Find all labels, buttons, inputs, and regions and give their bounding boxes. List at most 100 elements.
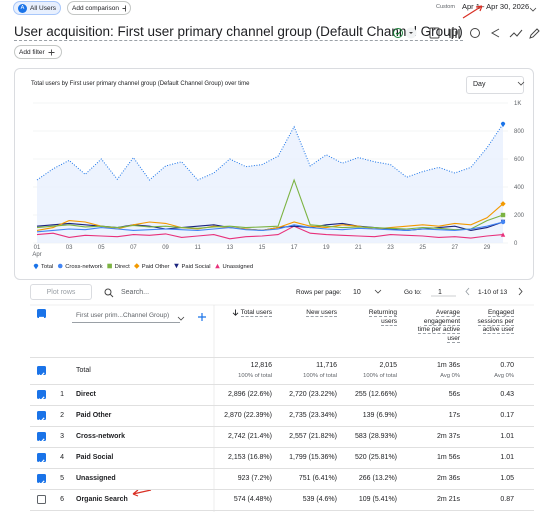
- checkbox[interactable]: [37, 495, 46, 504]
- totals-value: 0.70: [500, 362, 514, 369]
- x-tick-label: 07: [130, 245, 137, 251]
- goto-input[interactable]: 1: [438, 289, 442, 296]
- row-divider: [30, 384, 534, 385]
- cell: 1,799 (15.36%): [289, 454, 337, 461]
- row-name[interactable]: Direct: [76, 391, 96, 398]
- column-label[interactable]: Engaged sessions per active user: [477, 309, 514, 334]
- checkbox[interactable]: [37, 390, 46, 402]
- marker: [500, 212, 506, 218]
- marker: [134, 263, 140, 269]
- marker: [500, 232, 506, 237]
- insights-icon[interactable]: [449, 27, 460, 38]
- title-caret: [409, 32, 413, 34]
- cell: 2m 21s: [437, 496, 460, 503]
- add-dimension[interactable]: [198, 313, 206, 321]
- cell: 0.87: [500, 496, 514, 503]
- cell: 2,742 (21.4%): [228, 433, 272, 440]
- cell: 1.05: [500, 475, 514, 482]
- cell: 266 (13.2%): [358, 475, 397, 482]
- row-name[interactable]: Cross-network: [76, 433, 126, 440]
- share-icon[interactable]: [490, 28, 500, 38]
- checkbox[interactable]: [37, 309, 46, 319]
- dimension-label: First user prim...Channel Group): [76, 312, 170, 319]
- totals-label: Total: [76, 367, 91, 374]
- trend-icon[interactable]: [509, 29, 523, 38]
- x-tick-label: 23: [387, 245, 394, 251]
- row-name[interactable]: Unassigned: [76, 475, 116, 482]
- edit-icon[interactable]: [529, 28, 540, 39]
- rows-caret[interactable]: [374, 289, 382, 294]
- cell: 751 (6.41%): [298, 475, 337, 482]
- goto-label: Go to:: [404, 289, 422, 296]
- status-icon: [393, 28, 403, 38]
- row-name[interactable]: Organic Search: [76, 496, 128, 503]
- column-label[interactable]: Total users: [240, 309, 272, 318]
- x-tick-label: 27: [451, 245, 458, 251]
- totals-value: 12,816: [250, 362, 272, 369]
- rows-per-page-select[interactable]: 10: [353, 289, 361, 296]
- cell: 1m 56s: [437, 454, 460, 461]
- date-caret[interactable]: [529, 7, 537, 12]
- pagination: 1-10 of 13: [478, 289, 508, 296]
- checkbox-mark: [38, 417, 45, 423]
- marker: [500, 201, 506, 207]
- x-tick-label: 03: [66, 245, 73, 251]
- x-tick-label: 29: [484, 245, 491, 251]
- checkbox[interactable]: [37, 411, 46, 423]
- add-filter[interactable]: Add filter: [14, 45, 62, 59]
- compare-icon[interactable]: [470, 28, 480, 38]
- checkbox[interactable]: [37, 432, 46, 444]
- chart-card: [14, 68, 534, 280]
- segment-chip[interactable]: A All Users: [13, 1, 61, 15]
- cell: 0.43: [500, 391, 514, 398]
- checkbox-mark: [38, 459, 45, 465]
- row-index: 6: [60, 496, 64, 503]
- checkbox[interactable]: [37, 474, 46, 486]
- checkbox-mark: [38, 438, 45, 444]
- row-index: 3: [60, 433, 64, 440]
- checkbox[interactable]: [37, 453, 46, 465]
- plot-rows-button[interactable]: Plot rows: [30, 284, 92, 300]
- column-label[interactable]: Returning users: [368, 309, 397, 326]
- cell: 539 (4.6%): [302, 496, 337, 503]
- column-header: Average engagement time per active user: [416, 309, 460, 343]
- column-label[interactable]: Average engagement time per active user: [417, 309, 460, 343]
- y-tick-label: 800: [514, 129, 525, 135]
- x-tick-label: 17: [291, 245, 298, 251]
- sort-icon[interactable]: [232, 309, 239, 316]
- cell: 2,735 (23.34%): [289, 412, 337, 419]
- totals-sub: Avg 0%: [494, 373, 514, 379]
- search-input[interactable]: Search...: [121, 289, 150, 296]
- marker: [57, 263, 63, 269]
- row-name[interactable]: Paid Other: [76, 412, 112, 419]
- next-page[interactable]: [518, 287, 523, 296]
- date-range[interactable]: Apr 1 - Apr 30, 2026: [462, 2, 530, 11]
- x-tick-label: 21: [355, 245, 362, 251]
- row-name[interactable]: Paid Social: [76, 454, 114, 461]
- column-header: Total users: [212, 309, 272, 318]
- chart: 1K 800 600 400 200 0 01 03 05 07 09 11 13 15 17 19 21 23 2…: [32, 5, 540, 270]
- checkbox-mark: [38, 480, 45, 486]
- column-label[interactable]: New users: [306, 309, 337, 317]
- series-line: [36, 225, 504, 240]
- cell: 923 (7.2%): [237, 475, 272, 482]
- checkbox-mark: [38, 372, 45, 378]
- legend-label: Unassigned: [223, 264, 254, 270]
- cell: 17s: [448, 412, 460, 419]
- totals-value: 1m 36s: [437, 362, 460, 369]
- x-tick-label: 19: [323, 245, 330, 251]
- annotation-arrow: [462, 5, 483, 19]
- cell: 1.01: [500, 454, 514, 461]
- checkbox[interactable]: [37, 366, 46, 378]
- granularity-select[interactable]: Day: [466, 76, 524, 94]
- totals-sub: 100% of total: [303, 373, 337, 379]
- add-comparison[interactable]: Add comparison: [67, 1, 131, 15]
- cell: 2,557 (21.82%): [289, 433, 337, 440]
- column-header: New users: [277, 309, 337, 318]
- marker: [500, 121, 506, 128]
- customize-icon[interactable]: [429, 27, 440, 39]
- prev-page[interactable]: [465, 287, 470, 296]
- row-divider: [30, 357, 534, 358]
- dimension-select[interactable]: First user prim...Channel Group): [72, 308, 180, 323]
